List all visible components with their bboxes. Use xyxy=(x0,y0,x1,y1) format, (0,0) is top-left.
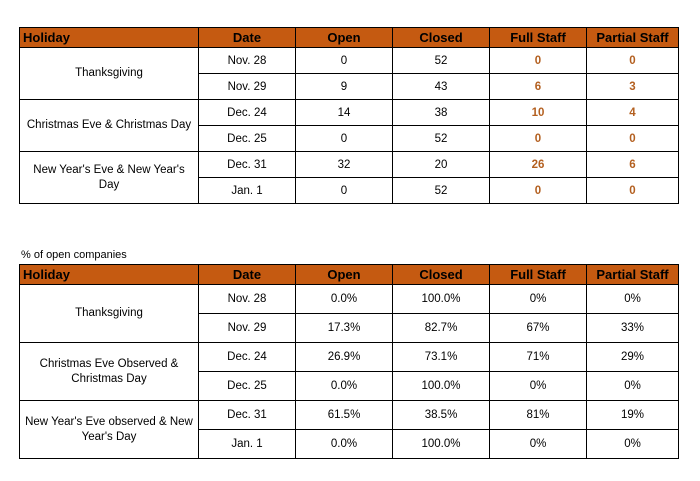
open-cell: 14 xyxy=(295,99,393,126)
open-cell: 61.5% xyxy=(295,400,393,430)
date-cell: Nov. 28 xyxy=(198,47,296,74)
date-cell: Dec. 31 xyxy=(198,400,296,430)
table-row: New Year's Eve & New Year's Day Dec. 31 … xyxy=(19,151,679,204)
header-closed: Closed xyxy=(392,264,490,285)
full-staff-cell: 71% xyxy=(489,342,587,372)
header-holiday: Holiday xyxy=(19,264,199,285)
open-cell: 0 xyxy=(295,125,393,152)
holiday-cell: New Year's Eve observed & New Year's Day xyxy=(19,400,199,459)
table-row: New Year's Eve observed & New Year's Day… xyxy=(19,400,679,459)
date-cell: Jan. 1 xyxy=(198,429,296,459)
date-cell: Dec. 24 xyxy=(198,342,296,372)
partial-staff-cell: 6 xyxy=(586,151,679,178)
full-staff-cell: 81% xyxy=(489,400,587,430)
full-staff-cell: 0% xyxy=(489,284,587,314)
closed-cell: 38 xyxy=(392,99,490,126)
date-cell: Nov. 29 xyxy=(198,313,296,343)
header-open: Open xyxy=(295,27,393,48)
closed-cell: 82.7% xyxy=(392,313,490,343)
partial-staff-cell: 0% xyxy=(586,429,679,459)
partial-staff-cell: 0% xyxy=(586,284,679,314)
full-staff-cell: 6 xyxy=(489,73,587,100)
header-full-staff: Full Staff xyxy=(489,27,587,48)
open-cell: 17.3% xyxy=(295,313,393,343)
open-cell: 0 xyxy=(295,177,393,204)
date-cell: Dec. 31 xyxy=(198,151,296,178)
table-row: Jan. 1 0.0% 100.0% 0% 0% xyxy=(20,429,679,459)
date-cell: Jan. 1 xyxy=(198,177,296,204)
holiday-cell: Thanksgiving xyxy=(19,284,199,343)
date-cell: Nov. 29 xyxy=(198,73,296,100)
table-row: Thanksgiving Nov. 28 0.0% 100.0% 0% 0% xyxy=(19,284,679,343)
full-staff-cell: 0 xyxy=(489,177,587,204)
partial-staff-cell: 33% xyxy=(586,313,679,343)
partial-staff-cell: 4 xyxy=(586,99,679,126)
holiday-cell: Thanksgiving xyxy=(19,47,199,100)
closed-cell: 52 xyxy=(392,125,490,152)
table-row: Nov. 29 17.3% 82.7% 67% 33% xyxy=(20,313,679,343)
table-header-row: Holiday Date Open Closed Full Staff Part… xyxy=(19,27,679,48)
header-holiday: Holiday xyxy=(19,27,199,48)
closed-cell: 20 xyxy=(392,151,490,178)
header-date: Date xyxy=(198,27,296,48)
closed-cell: 43 xyxy=(392,73,490,100)
closed-cell: 100.0% xyxy=(392,284,490,314)
open-cell: 0 xyxy=(295,47,393,74)
header-open: Open xyxy=(295,264,393,285)
holiday-cell: New Year's Eve & New Year's Day xyxy=(19,151,199,204)
table-row: Dec. 25 0.0% 100.0% 0% 0% xyxy=(20,371,679,401)
percent-caption: % of open companies xyxy=(21,249,127,261)
table-row: Jan. 1 0 52 0 0 xyxy=(20,177,679,204)
table-row: Christmas Eve Observed & Christmas Day D… xyxy=(19,342,679,401)
open-cell: 0.0% xyxy=(295,429,393,459)
date-cell: Dec. 25 xyxy=(198,125,296,152)
header-full-staff: Full Staff xyxy=(489,264,587,285)
full-staff-cell: 67% xyxy=(489,313,587,343)
header-partial-staff: Partial Staff xyxy=(586,264,679,285)
partial-staff-cell: 0% xyxy=(586,371,679,401)
full-staff-cell: 0% xyxy=(489,371,587,401)
closed-cell: 100.0% xyxy=(392,429,490,459)
full-staff-cell: 0% xyxy=(489,429,587,459)
full-staff-cell: 0 xyxy=(489,125,587,152)
closed-cell: 100.0% xyxy=(392,371,490,401)
header-date: Date xyxy=(198,264,296,285)
partial-staff-cell: 3 xyxy=(586,73,679,100)
closed-cell: 73.1% xyxy=(392,342,490,372)
header-closed: Closed xyxy=(392,27,490,48)
date-cell: Dec. 24 xyxy=(198,99,296,126)
table-row: Christmas Eve & Christmas Day Dec. 24 14… xyxy=(19,99,679,152)
table-header-row: Holiday Date Open Closed Full Staff Part… xyxy=(19,264,679,285)
full-staff-cell: 0 xyxy=(489,47,587,74)
open-cell: 32 xyxy=(295,151,393,178)
full-staff-cell: 10 xyxy=(489,99,587,126)
holiday-counts-table: Holiday Date Open Closed Full Staff Part… xyxy=(19,27,679,204)
partial-staff-cell: 0 xyxy=(586,125,679,152)
partial-staff-cell: 19% xyxy=(586,400,679,430)
open-cell: 9 xyxy=(295,73,393,100)
closed-cell: 38.5% xyxy=(392,400,490,430)
table-row: Thanksgiving Nov. 28 0 52 0 0 xyxy=(19,47,679,100)
partial-staff-cell: 0 xyxy=(586,177,679,204)
partial-staff-cell: 0 xyxy=(586,47,679,74)
open-cell: 26.9% xyxy=(295,342,393,372)
holiday-cell: Christmas Eve & Christmas Day xyxy=(19,99,199,152)
date-cell: Nov. 28 xyxy=(198,284,296,314)
full-staff-cell: 26 xyxy=(489,151,587,178)
date-cell: Dec. 25 xyxy=(198,371,296,401)
holiday-percent-table: Holiday Date Open Closed Full Staff Part… xyxy=(19,264,679,459)
table-row: Dec. 25 0 52 0 0 xyxy=(20,125,679,152)
open-cell: 0.0% xyxy=(295,371,393,401)
partial-staff-cell: 29% xyxy=(586,342,679,372)
open-cell: 0.0% xyxy=(295,284,393,314)
header-partial-staff: Partial Staff xyxy=(586,27,679,48)
closed-cell: 52 xyxy=(392,47,490,74)
closed-cell: 52 xyxy=(392,177,490,204)
holiday-cell: Christmas Eve Observed & Christmas Day xyxy=(19,342,199,401)
